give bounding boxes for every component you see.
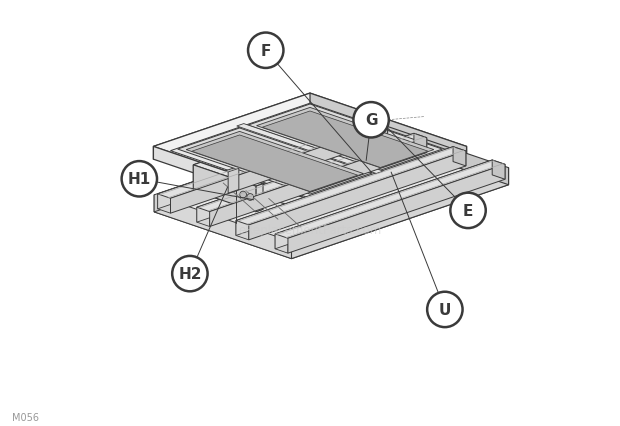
Polygon shape [157, 194, 170, 214]
Polygon shape [193, 163, 200, 191]
Polygon shape [257, 108, 434, 168]
Text: eReplacementParts.com: eReplacementParts.com [238, 223, 382, 236]
Polygon shape [193, 189, 263, 212]
Text: M056: M056 [12, 412, 40, 422]
Circle shape [172, 256, 208, 292]
Polygon shape [193, 163, 263, 187]
Polygon shape [275, 161, 505, 239]
Polygon shape [228, 169, 239, 194]
Polygon shape [262, 112, 428, 168]
Polygon shape [310, 147, 467, 213]
Polygon shape [236, 147, 453, 236]
Polygon shape [248, 105, 443, 171]
Polygon shape [170, 125, 388, 214]
Polygon shape [414, 134, 427, 153]
Text: U: U [439, 302, 451, 317]
Polygon shape [236, 221, 249, 240]
Polygon shape [186, 132, 363, 192]
Polygon shape [371, 121, 508, 185]
Polygon shape [154, 196, 291, 259]
Polygon shape [275, 234, 288, 253]
Polygon shape [291, 168, 508, 259]
Polygon shape [154, 138, 508, 259]
Polygon shape [170, 104, 450, 199]
Text: E: E [463, 204, 473, 219]
Polygon shape [197, 134, 427, 212]
Polygon shape [288, 165, 505, 253]
Text: H1: H1 [128, 172, 151, 187]
Polygon shape [177, 129, 372, 195]
Polygon shape [374, 121, 388, 140]
Polygon shape [153, 94, 310, 160]
Text: H2: H2 [178, 267, 202, 282]
Polygon shape [197, 134, 414, 223]
Polygon shape [256, 184, 263, 212]
Polygon shape [197, 208, 210, 227]
Polygon shape [210, 138, 427, 227]
Circle shape [248, 34, 283, 69]
Text: G: G [365, 113, 378, 128]
Polygon shape [192, 135, 358, 192]
Circle shape [427, 292, 463, 327]
Circle shape [450, 193, 485, 229]
Text: F: F [260, 43, 271, 59]
Polygon shape [275, 161, 492, 249]
Polygon shape [249, 152, 466, 240]
Circle shape [240, 192, 247, 199]
Circle shape [247, 194, 254, 201]
Circle shape [353, 103, 389, 138]
Polygon shape [193, 165, 256, 212]
Polygon shape [453, 147, 466, 167]
Polygon shape [157, 121, 374, 209]
Polygon shape [310, 94, 467, 160]
Polygon shape [157, 121, 388, 199]
Polygon shape [153, 94, 467, 200]
Polygon shape [237, 124, 383, 174]
Polygon shape [492, 161, 505, 180]
Polygon shape [154, 121, 371, 213]
Circle shape [122, 162, 157, 197]
Polygon shape [236, 147, 466, 225]
Polygon shape [153, 147, 310, 213]
